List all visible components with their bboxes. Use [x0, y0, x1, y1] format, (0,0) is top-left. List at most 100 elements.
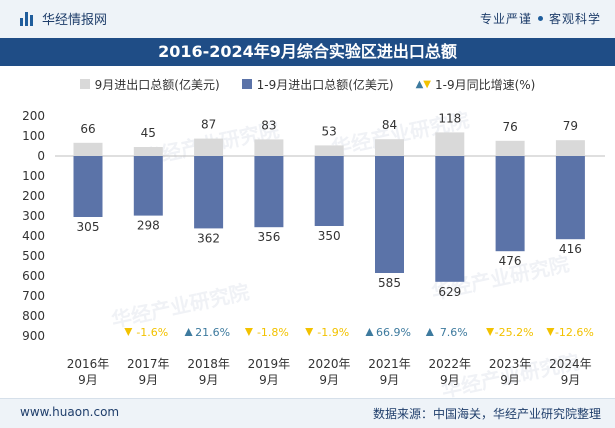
bar-monthly: [555, 140, 585, 156]
y-tick-label: 100: [22, 169, 45, 183]
growth-label: 21.6%: [195, 326, 230, 339]
data-label-monthly: 118: [438, 111, 461, 125]
data-label-monthly: 45: [141, 126, 156, 140]
footer-website[interactable]: www.huaon.com: [20, 405, 120, 419]
legend-item-cumulative: 1-9月进出口总额(亿美元): [241, 76, 394, 93]
data-label-monthly: 53: [322, 124, 337, 138]
bar-cumulative: [314, 156, 344, 226]
growth-label: 7.6%: [440, 326, 468, 339]
legend-item-growth: ▲ ▼ 1-9月同比增速(%): [416, 76, 536, 93]
data-label-monthly: 87: [201, 118, 216, 132]
y-tick-label: 0: [37, 149, 45, 163]
bar-monthly: [314, 145, 344, 156]
growth-down-marker: [486, 328, 495, 336]
growth-up-marker: [184, 328, 193, 336]
x-tick-label-month: 9月: [199, 373, 219, 387]
y-tick-label: 800: [22, 309, 45, 323]
legend-swatch-cumulative: [241, 79, 252, 89]
data-label-monthly: 76: [502, 120, 517, 134]
x-tick-label-month: 9月: [440, 373, 460, 387]
x-tick-label: 2022年: [429, 357, 472, 371]
bar-cumulative: [133, 156, 163, 216]
legend-swatch-monthly: [79, 79, 90, 89]
growth-label: 66.9%: [376, 326, 411, 339]
y-tick-label: 700: [22, 289, 45, 303]
x-tick-label-month: 9月: [561, 373, 581, 387]
bar-cumulative: [495, 156, 525, 252]
x-tick-label-month: 9月: [259, 373, 279, 387]
bar-cumulative: [375, 156, 404, 273]
growth-down-marker: [546, 328, 555, 336]
data-label-monthly: 79: [563, 119, 578, 133]
data-label-cumulative: 350: [318, 229, 341, 243]
y-tick-label: 500: [22, 249, 45, 263]
growth-down-marker: [124, 328, 133, 336]
bar-cumulative: [254, 156, 284, 228]
growth-up-marker: [425, 328, 434, 336]
y-tick-label: 200: [22, 189, 45, 203]
growth-label: -25.2%: [495, 326, 534, 339]
y-tick-label: 400: [22, 229, 45, 243]
x-tick-label: 2023年: [489, 357, 532, 371]
legend-label-monthly: 9月进出口总额(亿美元): [94, 77, 220, 92]
tagline-left: 专业严谨: [479, 12, 532, 26]
x-tick-label: 2016年: [67, 357, 110, 371]
growth-down-marker: [244, 328, 253, 336]
growth-up-marker: [365, 328, 374, 336]
tagline-right: 客观科学: [548, 12, 601, 26]
x-tick-label-month: 9月: [380, 373, 400, 387]
bar-monthly: [194, 138, 224, 156]
bar-monthly: [495, 140, 525, 156]
chart-legend: 9月进出口总额(亿美元) 1-9月进出口总额(亿美元) ▲ ▼ 1-9月同比增速(…: [0, 74, 615, 94]
bar-monthly: [133, 147, 163, 156]
y-tick-label: 600: [22, 269, 45, 283]
bar-cumulative: [555, 156, 585, 240]
growth-label: -12.6%: [555, 326, 594, 339]
data-label-monthly: 84: [382, 118, 397, 132]
data-label-cumulative: 629: [438, 285, 461, 299]
y-tick-label: 200: [22, 109, 45, 123]
data-label-cumulative: 416: [559, 242, 582, 256]
x-tick-label-month: 9月: [138, 373, 158, 387]
footer-source: 数据来源：中国海关，华经产业研究院整理: [372, 407, 601, 421]
bar-monthly: [73, 142, 103, 156]
data-label-cumulative: 362: [197, 231, 220, 245]
footer: www.huaon.com 数据来源：中国海关，华经产业研究院整理: [0, 398, 615, 428]
x-tick-label: 2017年: [127, 357, 170, 371]
data-label-monthly: 83: [261, 118, 276, 132]
x-tick-label: 2024年: [549, 357, 592, 371]
data-label-cumulative: 585: [378, 276, 401, 290]
legend-item-monthly: 9月进出口总额(亿美元): [79, 76, 220, 93]
y-tick-label: 300: [22, 209, 45, 223]
legend-label-cumulative: 1-9月进出口总额(亿美元): [256, 77, 394, 92]
tagline: 专业严谨 客观科学: [480, 10, 601, 27]
data-label-cumulative: 356: [257, 230, 280, 244]
bar-monthly: [254, 139, 284, 156]
x-tick-label: 2019年: [248, 357, 291, 371]
bar-cumulative: [194, 156, 224, 229]
brand-logo-icon: [20, 11, 34, 26]
data-label-cumulative: 305: [77, 220, 100, 234]
bar-monthly: [375, 139, 404, 156]
x-tick-label: 2018年: [187, 357, 230, 371]
growth-label: -1.8%: [257, 326, 289, 339]
chart-plot: 200 100 0 100 200 300 400 500 600 700 800 900 66 305 2…: [22, 109, 605, 387]
x-tick-label: 2021年: [368, 357, 411, 371]
data-label-monthly: 66: [80, 122, 95, 136]
data-label-cumulative: 476: [499, 254, 522, 268]
legend-label-growth: 1-9月同比增速(%): [435, 77, 536, 92]
y-tick-label: 900: [22, 329, 45, 343]
separator-dot-icon: [537, 16, 543, 21]
growth-label: -1.6%: [136, 326, 168, 339]
data-label-cumulative: 298: [137, 219, 160, 233]
growth-down-marker: [305, 328, 314, 336]
brand[interactable]: 华经情报网: [20, 9, 107, 28]
chart-title: 2016-2024年9月综合实验区进出口总额: [0, 38, 615, 66]
x-tick-label-month: 9月: [78, 373, 98, 387]
growth-label: -1.9%: [317, 326, 349, 339]
bar-cumulative: [435, 156, 465, 282]
x-tick-label-month: 9月: [500, 373, 520, 387]
top-bar: 华经情报网 专业严谨 客观科学: [0, 0, 615, 38]
bar-monthly: [435, 132, 465, 156]
x-tick-label-month: 9月: [319, 373, 339, 387]
